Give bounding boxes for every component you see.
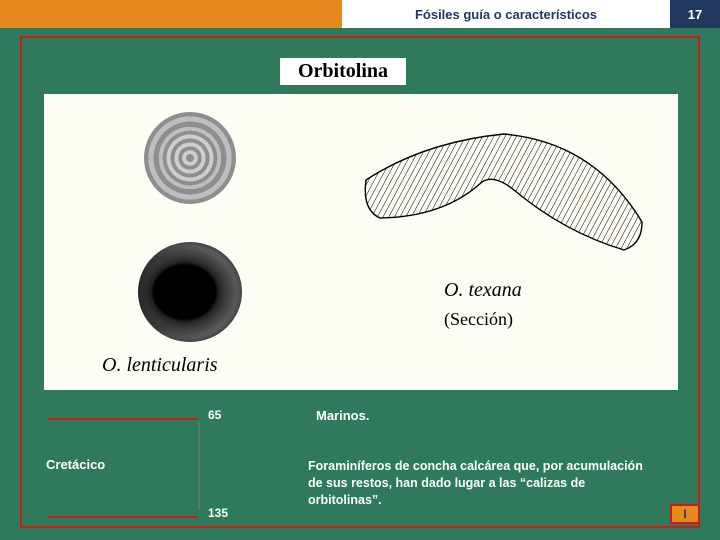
header-title: Fósiles guía o característicos	[342, 0, 670, 28]
index-button[interactable]: I	[670, 504, 700, 524]
slide-root: Fósiles guía o característicos 17 Orbito…	[0, 0, 720, 540]
geologic-timeline: 65 135 Cretácico	[30, 408, 250, 538]
age-bottom: 135	[208, 506, 228, 520]
description-text: Foraminíferos de concha calcárea que, po…	[308, 458, 648, 509]
timeline-bottom-line	[48, 516, 198, 518]
main-title: Orbitolina	[280, 58, 406, 85]
habitat-label: Marinos.	[308, 406, 377, 425]
slide-content: Orbitolina O. lenticularis O. texana (Se…	[0, 28, 720, 540]
species-label-right: O. texana	[444, 279, 522, 302]
slide-header: Fósiles guía o característicos 17	[0, 0, 720, 28]
slide-number: 17	[670, 0, 720, 28]
figure-area: O. lenticularis O. texana (Sección)	[44, 94, 678, 390]
period-label: Cretácico	[40, 456, 111, 473]
fossil-top-view-icon	[144, 112, 236, 204]
species-label-left: O. lenticularis	[102, 354, 218, 377]
fossil-filled-view-icon	[138, 242, 242, 342]
section-label: (Sección)	[444, 309, 513, 330]
timeline-top-line	[48, 418, 198, 420]
timeline-divider	[198, 422, 200, 510]
age-top: 65	[208, 408, 221, 422]
header-accent	[0, 0, 342, 28]
fossil-section-icon	[354, 122, 654, 282]
